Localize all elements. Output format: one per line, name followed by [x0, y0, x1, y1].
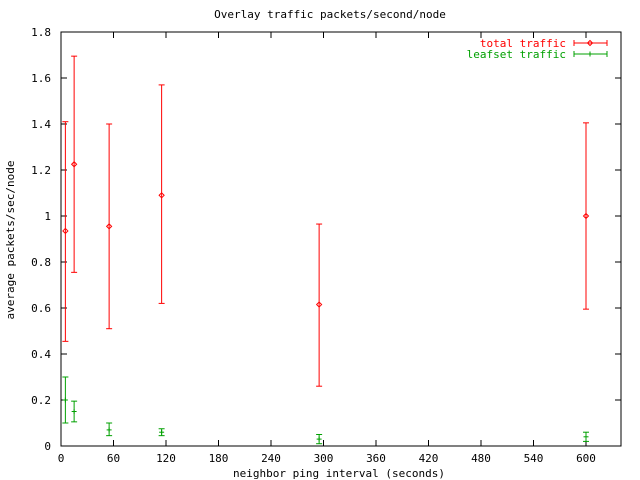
y-tick-label: 0	[44, 440, 51, 453]
x-axis-label: neighbor ping interval (seconds)	[233, 467, 445, 480]
legend-marker	[586, 39, 594, 47]
legend-label: total traffic	[480, 37, 566, 50]
x-tick-label: 360	[366, 452, 386, 465]
x-tick-label: 240	[261, 452, 281, 465]
y-tick-label: 0.4	[31, 348, 51, 361]
data-point	[158, 192, 165, 199]
plot-frame	[60, 31, 622, 447]
y-tick-label: 1.2	[31, 164, 51, 177]
data-point	[71, 409, 77, 414]
y-tick-label: 1	[44, 210, 51, 223]
y-tick-label: 1.4	[31, 118, 51, 131]
chart-title: Overlay traffic packets/second/node	[214, 8, 446, 21]
series-leafset-traffic	[62, 376, 589, 445]
y-tick-label: 0.8	[31, 256, 51, 269]
x-tick-label: 120	[156, 452, 176, 465]
x-tick-label: 420	[419, 452, 439, 465]
y-tick-label: 1.6	[31, 72, 51, 85]
x-tick-label: 480	[471, 452, 491, 465]
series-total-traffic	[62, 55, 590, 387]
data-point	[62, 397, 68, 403]
x-tick-label: 0	[58, 452, 65, 465]
data-point	[106, 427, 112, 433]
data-point	[159, 429, 165, 435]
data-point	[583, 434, 589, 440]
y-tick-label: 0.2	[31, 394, 51, 407]
data-point	[316, 436, 322, 442]
data-point	[105, 223, 113, 230]
data-point	[315, 301, 323, 308]
y-axis-label: average packets/sec/node	[4, 161, 17, 320]
y-tick-label: 1.8	[31, 26, 51, 39]
x-tick-label: 540	[524, 452, 544, 465]
x-tick-label: 60	[107, 452, 120, 465]
y-tick-label: 0.6	[31, 302, 51, 315]
data-point	[62, 227, 69, 235]
legend-label: leafset traffic	[467, 48, 566, 61]
x-tick-label: 300	[314, 452, 334, 465]
data-point	[70, 161, 78, 168]
x-tick-label: 180	[209, 452, 229, 465]
x-tick-label: 600	[576, 452, 596, 465]
data-point	[582, 212, 590, 220]
